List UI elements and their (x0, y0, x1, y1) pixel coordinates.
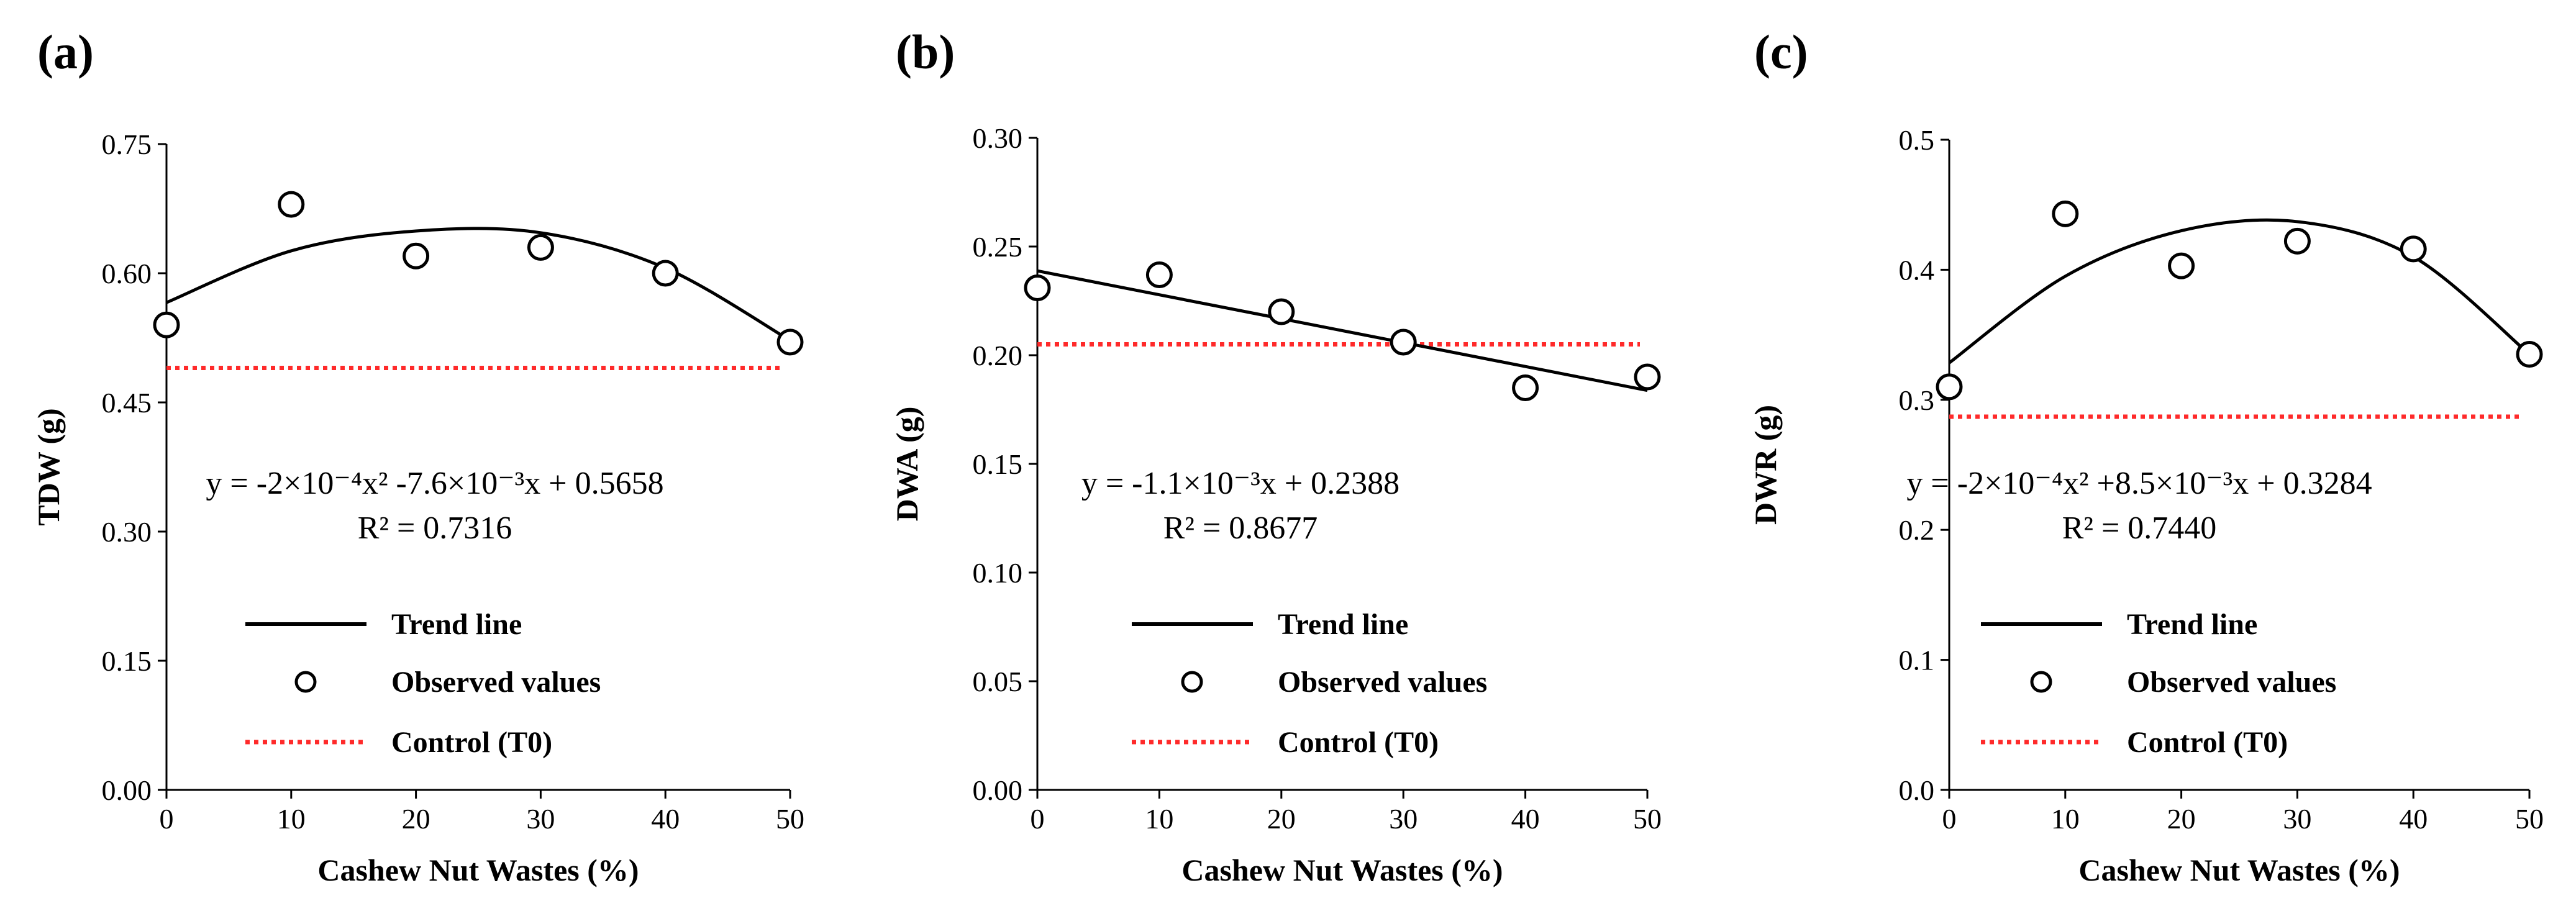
y-tick-label: 0.05 (973, 666, 1023, 697)
panel-label: (b) (896, 25, 955, 79)
legend-trend-label: Trend line (2127, 608, 2257, 641)
y-tick-label: 0.30 (102, 516, 152, 548)
x-tick-label: 30 (2283, 803, 2311, 835)
x-tick-label: 20 (2167, 803, 2196, 835)
legend-observed-swatch (1181, 671, 1203, 693)
trend-line (166, 227, 791, 342)
x-tick-label: 50 (2515, 803, 2544, 835)
x-tick-label: 0 (1031, 803, 1045, 835)
legend-control-label: Control (T0) (2127, 726, 2288, 759)
observed-point (1390, 329, 1417, 356)
x-tick-label: 20 (402, 803, 430, 835)
x-tick-label: 50 (1633, 803, 1662, 835)
equation-text: y = -2×10⁻⁴x² +8.5×10⁻³x + 0.3284 (1906, 466, 2372, 501)
x-tick-label: 0 (160, 803, 174, 835)
x-axis-label: Cashew Nut Wastes (%) (1181, 853, 1503, 887)
trend-line (1037, 269, 1648, 392)
observed-point (527, 233, 554, 261)
panel-a: (a) 0.00 0.15 0.30 0.45 0.60 0.75 0 10 20 30 40 50 Ca… (0, 0, 858, 908)
y-tick-label: 0.15 (973, 448, 1023, 480)
legend-observed-label: Observed values (391, 666, 601, 699)
observed-point (278, 191, 305, 218)
observed-point (776, 329, 804, 356)
observed-point (1145, 261, 1173, 288)
y-tick-label: 0.15 (102, 645, 152, 677)
y-tick-label: 0.45 (102, 387, 152, 419)
y-tick-label: 0.4 (1899, 254, 1935, 286)
observed-point (2052, 200, 2079, 227)
observed-point (1024, 274, 1051, 301)
observed-point (652, 260, 679, 287)
x-tick-label: 20 (1267, 803, 1296, 835)
observed-point (2516, 341, 2543, 368)
y-axis-label: DWA (g) (890, 407, 924, 522)
observed-point (403, 242, 430, 270)
y-tick-label: 0.00 (973, 774, 1023, 806)
chart-c-svg: (c) 0.0 0.1 0.2 0.3 0.4 0.5 0 10 20 30 40 50 Cashew N… (1748, 25, 2544, 887)
observed-point (1512, 374, 1539, 401)
legend-observed-label: Observed values (1278, 666, 1487, 699)
observed-point (2400, 235, 2427, 263)
trend-line (1948, 218, 2531, 365)
legend-observed-swatch (294, 671, 317, 693)
y-tick-label: 0.00 (102, 774, 152, 806)
chart-a-svg: (a) 0.00 0.15 0.30 0.45 0.60 0.75 0 10 20 30 40 50 Ca… (31, 25, 804, 887)
y-tick-label: 0.1 (1899, 645, 1935, 676)
legend-control-label: Control (T0) (391, 726, 552, 759)
x-tick-label: 0 (1942, 803, 1957, 835)
observed-point (1268, 298, 1295, 325)
y-tick-label: 0.2 (1899, 514, 1935, 546)
x-axis-label: Cashew Nut Wastes (%) (2078, 853, 2400, 887)
panel-c: (c) 0.0 0.1 0.2 0.3 0.4 0.5 0 10 20 30 40 50 Cashew N… (1717, 0, 2575, 908)
observed-point (2283, 227, 2311, 255)
observed-point (1936, 373, 1963, 401)
chart-b-svg: (b) 0.00 0.05 0.10 0.15 0.20 0.25 0.30 0 10 20 30 40… (890, 25, 1662, 887)
y-tick-label: 0.10 (973, 557, 1023, 589)
legend-control-label: Control (T0) (1278, 726, 1439, 759)
x-tick-label: 40 (2399, 803, 2428, 835)
x-tick-label: 10 (1145, 803, 1173, 835)
y-tick-label: 0.0 (1899, 774, 1935, 806)
y-tick-label: 0.30 (973, 122, 1023, 154)
x-tick-label: 30 (526, 803, 555, 835)
equation-text: y = -2×10⁻⁴x² -7.6×10⁻³x + 0.5658 (206, 466, 663, 501)
panel-b: (b) 0.00 0.05 0.10 0.15 0.20 0.25 0.30 0 10 20 30 40… (858, 0, 1717, 908)
y-tick-label: 0.60 (102, 258, 152, 289)
y-axis-label: DWR (g) (1748, 405, 1783, 525)
y-tick-label: 0.75 (102, 129, 152, 160)
r-squared-text: R² = 0.7316 (358, 510, 512, 546)
y-tick-label: 0.3 (1899, 384, 1935, 416)
panel-label: (a) (37, 25, 94, 79)
observed-point (2168, 252, 2195, 279)
y-tick-label: 0.25 (973, 231, 1023, 263)
x-tick-label: 10 (2051, 803, 2080, 835)
legend-trend-label: Trend line (1278, 608, 1408, 641)
x-tick-label: 40 (1511, 803, 1540, 835)
y-tick-label: 0.20 (973, 340, 1023, 371)
observed-point (153, 311, 180, 338)
legend-observed-label: Observed values (2127, 666, 2336, 699)
panel-label: (c) (1754, 25, 1808, 79)
x-tick-label: 50 (776, 803, 804, 835)
r-squared-text: R² = 0.7440 (2062, 510, 2217, 546)
x-tick-label: 10 (277, 803, 306, 835)
observed-point (1634, 363, 1661, 391)
legend-trend-label: Trend line (391, 608, 522, 641)
legend-observed-swatch (2030, 671, 2052, 693)
y-axis-label: TDW (g) (31, 408, 66, 525)
equation-text: y = -1.1×10⁻³x + 0.2388 (1081, 466, 1400, 501)
x-axis-label: Cashew Nut Wastes (%) (317, 853, 639, 887)
r-squared-text: R² = 0.8677 (1163, 510, 1318, 546)
y-tick-label: 0.5 (1899, 124, 1935, 156)
x-tick-label: 40 (651, 803, 680, 835)
x-tick-label: 30 (1389, 803, 1418, 835)
